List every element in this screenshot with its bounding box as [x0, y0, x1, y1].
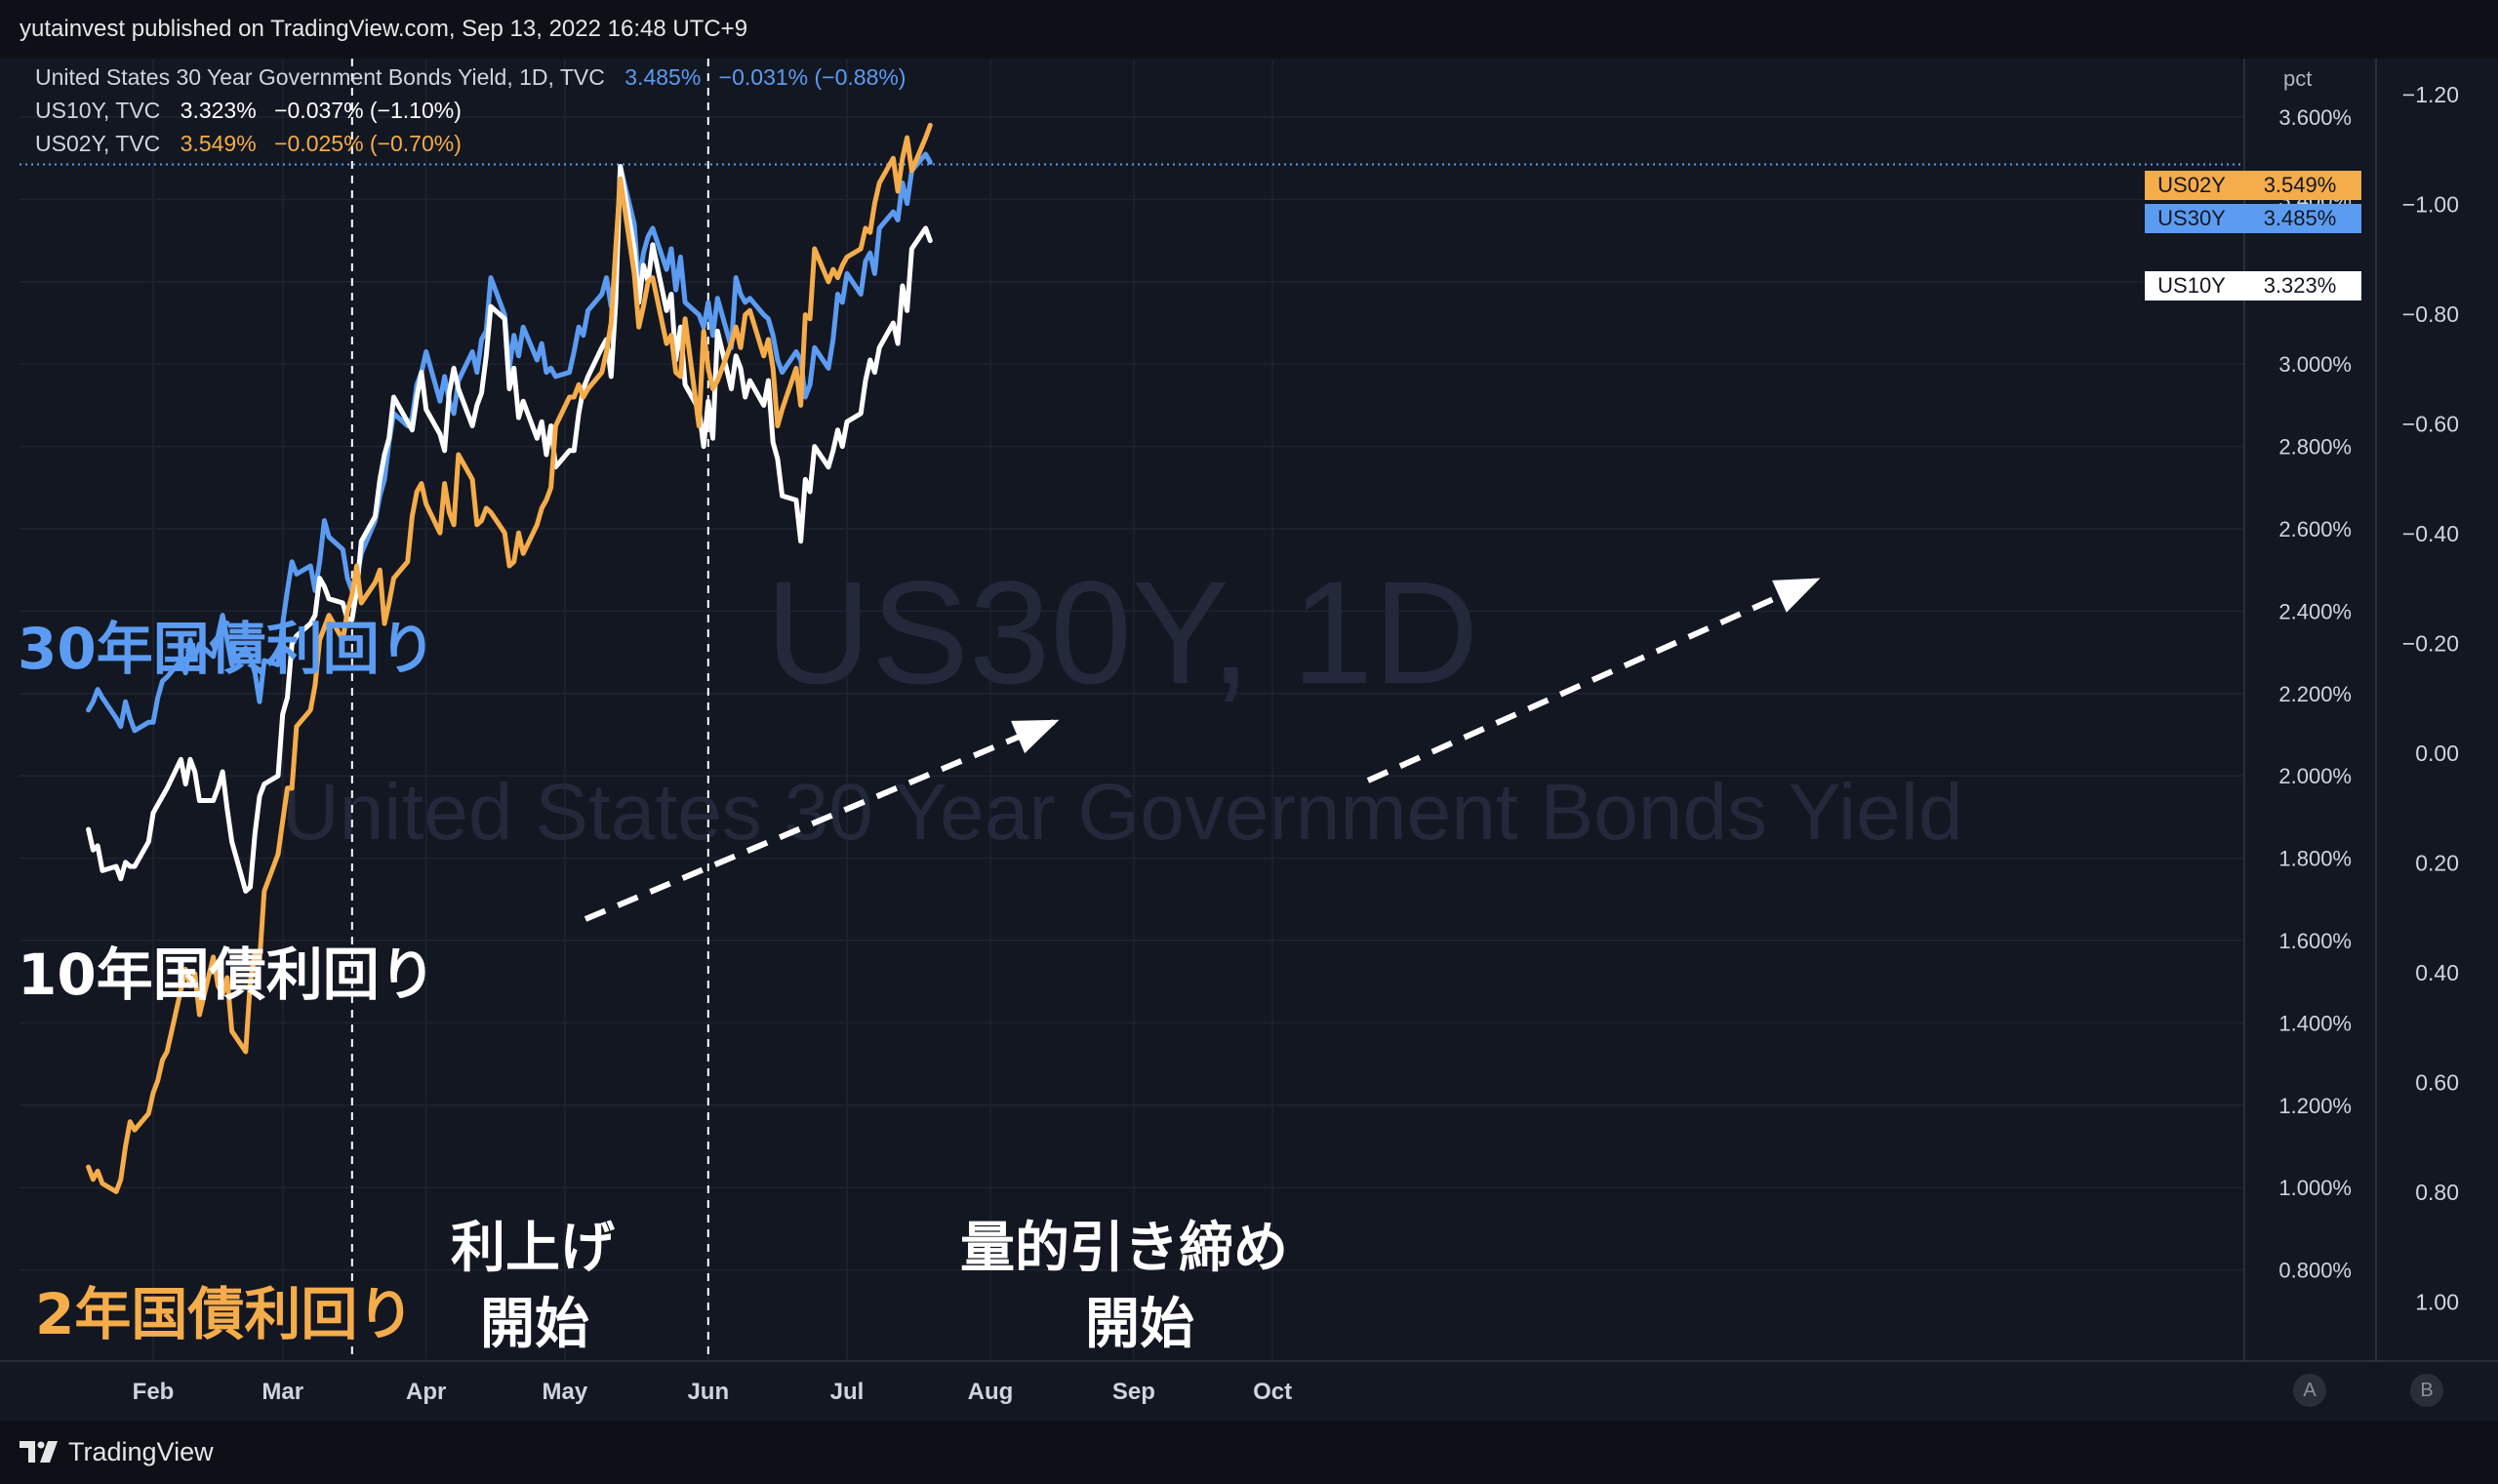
- tradingview-brand-text: TradingView: [68, 1436, 214, 1466]
- price-tag-us02y-value: 3.549%: [2263, 173, 2337, 197]
- legend-us10y[interactable]: US10Y, TVC 3.323% −0.037% (−1.10%): [35, 98, 473, 124]
- series-line-us10y: [86, 164, 933, 894]
- right-y-tick-label: −0.60: [2402, 412, 2459, 437]
- log-scale-button[interactable]: B: [2410, 1374, 2443, 1407]
- price-tag-us30y-name: US30Y: [2157, 206, 2226, 230]
- x-tick-label: Aug: [968, 1379, 1014, 1405]
- x-tick-label: Jul: [830, 1379, 865, 1405]
- y-tick-label: 1.600%: [2278, 929, 2352, 953]
- y-tick-label: 2.000%: [2278, 764, 2352, 788]
- watermark-symbol: US30Y, 1D: [765, 550, 1478, 714]
- y-tick-label: 2.800%: [2278, 435, 2352, 460]
- x-tick-label: Oct: [1253, 1379, 1292, 1405]
- tradingview-logo[interactable]: TradingView: [20, 1434, 214, 1469]
- right-y-tick-label: 0.20: [2415, 851, 2459, 876]
- trend-arrow-2-head: [1772, 578, 1821, 613]
- legend-us02y-change: −0.025% (−0.70%): [274, 131, 462, 156]
- legend-us30y-value: 3.485%: [624, 64, 702, 90]
- watermark: US30Y, 1D United States 30 Year Governme…: [281, 550, 1962, 857]
- tradingview-logo-icon: [20, 1441, 58, 1463]
- price-tag-us30y: US30Y 3.485%: [2145, 204, 2361, 233]
- trend-arrow-2-shaft: [1366, 578, 1817, 783]
- right-y-tick-label: 1.00: [2415, 1290, 2459, 1315]
- x-tick-label: May: [543, 1379, 588, 1405]
- x-tick-label: Jun: [687, 1379, 729, 1405]
- label-30y: 30年国債利回り: [18, 616, 436, 682]
- axis-unit-label: pct: [2283, 66, 2312, 91]
- price-tag-us02y-name: US02Y: [2157, 173, 2226, 197]
- right-y-tick-label: 0.60: [2415, 1070, 2459, 1096]
- left-price-axis-bg: [2244, 59, 2376, 1361]
- y-tick-label: 2.600%: [2278, 517, 2352, 541]
- axes: pct3.600%3.400%3.200%3.000%2.800%2.600%2…: [0, 59, 2498, 1405]
- x-tick-label: Mar: [262, 1379, 303, 1405]
- footer-bar: TradingView: [0, 1421, 2498, 1484]
- x-tick-label: Sep: [1112, 1379, 1155, 1405]
- y-tick-label: 1.000%: [2278, 1176, 2352, 1200]
- price-tag-us02y: US02Y 3.549%: [2145, 171, 2361, 200]
- legend-us10y-name: US10Y, TVC: [35, 98, 161, 123]
- y-tick-label: 3.000%: [2278, 352, 2352, 377]
- right-y-tick-label: −1.00: [2402, 192, 2459, 218]
- price-tag-us30y-value: 3.485%: [2263, 206, 2337, 230]
- y-tick-label: 3.600%: [2278, 105, 2352, 130]
- series-group: [86, 122, 933, 1194]
- legend-us30y[interactable]: United States 30 Year Government Bonds Y…: [35, 64, 917, 91]
- y-tick-label: 1.400%: [2278, 1011, 2352, 1035]
- series-line-us02y: [86, 122, 933, 1194]
- legend-us30y-name: United States 30 Year Government Bonds Y…: [35, 64, 605, 90]
- publisher-text: yutainvest published on TradingView.com,…: [20, 16, 748, 42]
- right-y-tick-label: 0.00: [2415, 741, 2459, 766]
- event-markers: [350, 59, 709, 1361]
- rate-hike-label-line2: 開始: [480, 1293, 589, 1356]
- grid-lines: [20, 59, 2244, 1361]
- trend-arrow-1: [584, 719, 1060, 922]
- right-y-tick-label: −0.20: [2402, 631, 2459, 657]
- price-tag-us10y-name: US10Y: [2157, 273, 2226, 298]
- right-y-tick-label: −0.40: [2402, 521, 2459, 546]
- qt-label-line2: 開始: [1085, 1293, 1194, 1356]
- label-2y: 2年国債利回り: [35, 1281, 415, 1347]
- right-y-tick-label: −1.20: [2402, 82, 2459, 107]
- trend-arrows: [584, 578, 1821, 922]
- legend-us02y[interactable]: US02Y, TVC 3.549% −0.025% (−0.70%): [35, 131, 473, 157]
- trend-arrow-1-shaft: [584, 719, 1056, 922]
- auto-scale-button[interactable]: A: [2293, 1374, 2326, 1407]
- publisher-bar: yutainvest published on TradingView.com,…: [0, 0, 2498, 59]
- y-tick-label: 1.200%: [2278, 1094, 2352, 1118]
- label-10y: 10年国債利回り: [18, 942, 436, 1008]
- trend-arrow-1-head: [1011, 719, 1060, 754]
- y-tick-label: 2.400%: [2278, 599, 2352, 623]
- x-tick-label: Apr: [406, 1379, 446, 1405]
- y-tick-label: 2.200%: [2278, 682, 2352, 706]
- right-y-tick-label: 0.80: [2415, 1180, 2459, 1205]
- x-tick-label: Feb: [133, 1379, 175, 1405]
- rate-hike-label-line1: 利上げ: [451, 1217, 615, 1280]
- legend-us10y-value: 3.323%: [180, 98, 257, 123]
- right-y-tick-label: 0.40: [2415, 960, 2459, 985]
- legend-us02y-name: US02Y, TVC: [35, 131, 161, 156]
- y-tick-label: 1.800%: [2278, 847, 2352, 871]
- price-tag-us10y-value: 3.323%: [2263, 273, 2337, 298]
- legend-us10y-change: −0.037% (−1.10%): [274, 98, 462, 123]
- legend-us30y-change: −0.031% (−0.88%): [718, 64, 907, 90]
- watermark-description: United States 30 Year Government Bonds Y…: [281, 768, 1962, 857]
- qt-label-line1: 量的引き締め: [960, 1217, 1288, 1280]
- y-tick-label: 0.800%: [2278, 1259, 2352, 1283]
- price-tag-us10y: US10Y 3.323%: [2145, 271, 2361, 301]
- trend-arrow-2: [1366, 578, 1821, 783]
- legend-us02y-value: 3.549%: [180, 131, 257, 156]
- right-y-tick-label: −0.80: [2402, 301, 2459, 327]
